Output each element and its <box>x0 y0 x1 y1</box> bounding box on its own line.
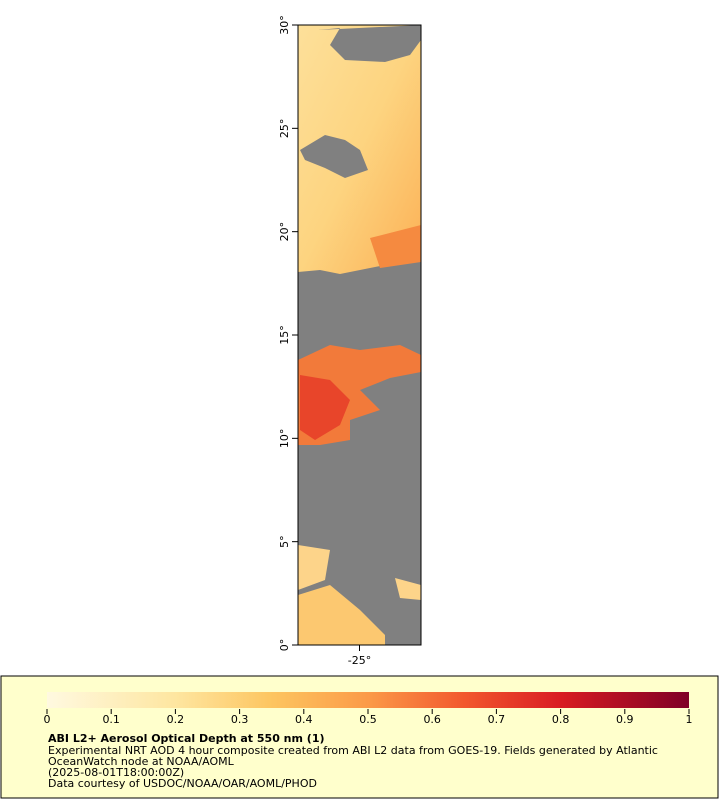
colorbar-tick-label: 0.2 <box>167 713 185 726</box>
colorbar-tick-label: 0 <box>44 713 51 726</box>
colorbar-tick-label: 0.1 <box>102 713 120 726</box>
legend-line: Experimental NRT AOD 4 hour composite cr… <box>48 744 658 757</box>
y-tick-label: 20° <box>278 222 291 242</box>
y-tick-label: 25° <box>278 119 291 139</box>
legend-line: OceanWatch node at NOAA/AOML <box>48 755 235 768</box>
colorbar <box>47 692 689 708</box>
y-tick-label: 15° <box>278 325 291 345</box>
y-tick-label: 0° <box>278 639 291 652</box>
legend-title: ABI L2+ Aerosol Optical Depth at 550 nm … <box>48 732 325 745</box>
map-image <box>298 25 421 645</box>
colorbar-tick-label: 0.4 <box>295 713 313 726</box>
y-tick-label: 10° <box>278 429 291 449</box>
legend: ABI L2+ Aerosol Optical Depth at 550 nm … <box>48 732 658 790</box>
colorbar-tick-label: 0.6 <box>423 713 441 726</box>
colorbar-tick-label: 0.3 <box>231 713 249 726</box>
y-tick-label: 30° <box>278 15 291 35</box>
legend-line: Data courtesy of USDOC/NOAA/OAR/AOML/PHO… <box>48 777 317 790</box>
colorbar-tick-label: 0.5 <box>359 713 377 726</box>
colorbar-tick-label: 0.9 <box>616 713 634 726</box>
legend-line: (2025-08-01T18:00:00Z) <box>48 766 184 779</box>
x-tick-label: -25° <box>348 654 371 667</box>
colorbar-tick-label: 0.7 <box>488 713 506 726</box>
colorbar-tick-label: 1 <box>686 713 693 726</box>
y-tick-label: 5° <box>278 535 291 548</box>
colorbar-tick-label: 0.8 <box>552 713 570 726</box>
